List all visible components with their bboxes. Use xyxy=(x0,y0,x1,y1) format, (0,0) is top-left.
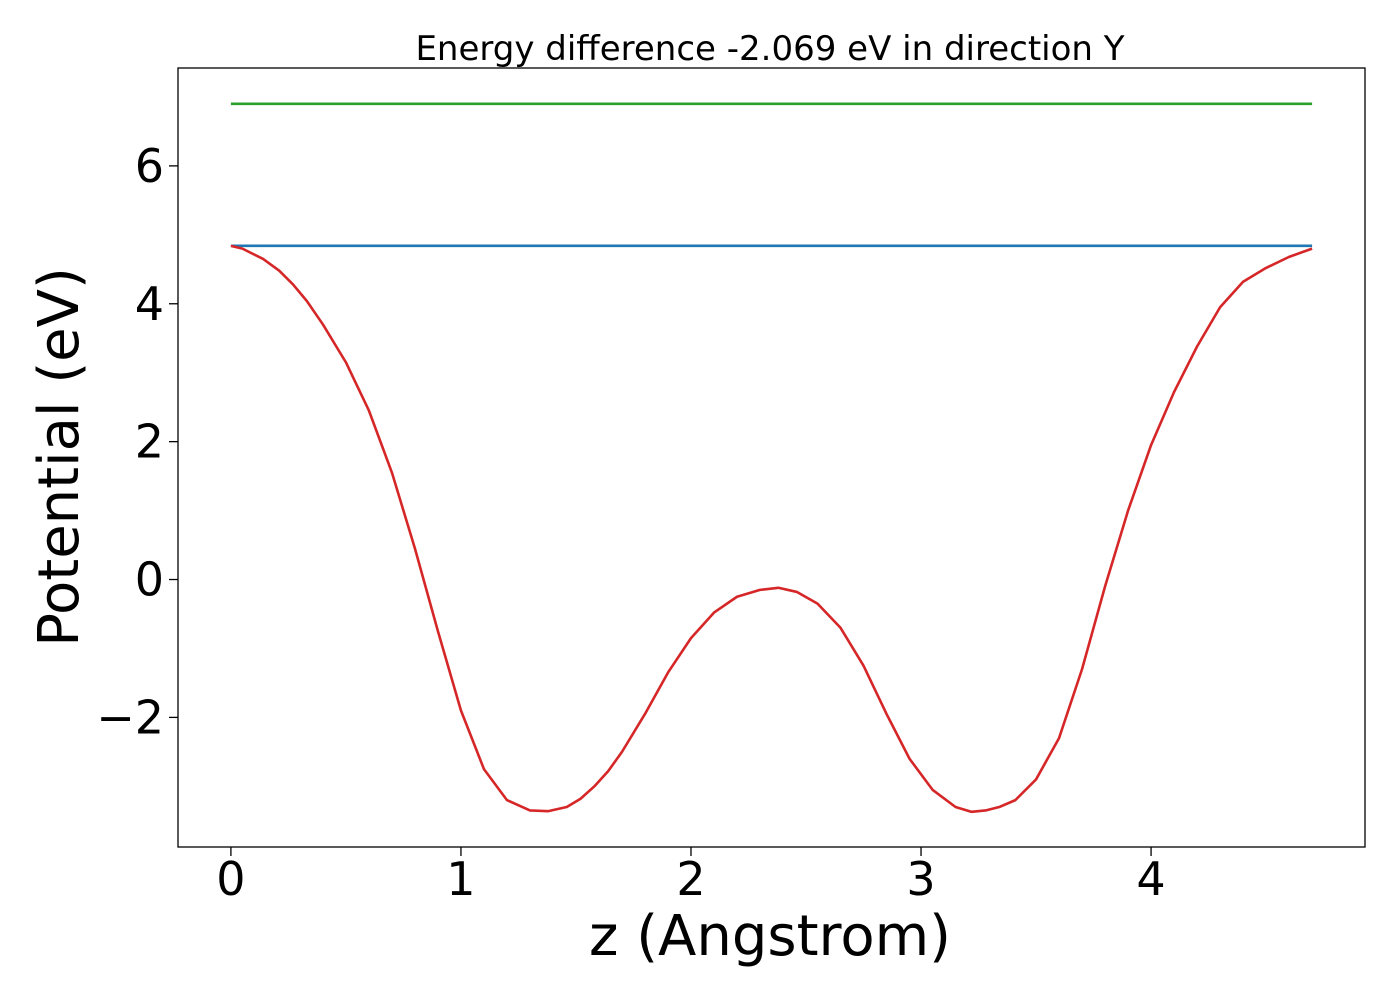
y-axis-label: Potential (eV) xyxy=(27,267,92,647)
x-tick-label: 3 xyxy=(906,852,935,906)
y-tick-label: 0 xyxy=(135,553,164,607)
plot-area xyxy=(230,102,1313,814)
y-tick-label: 4 xyxy=(135,277,164,331)
y-axis: −2 0 2 4 6 xyxy=(96,139,178,744)
x-tick-label: 2 xyxy=(676,852,705,906)
y-tick-label: −2 xyxy=(96,690,164,744)
x-tick-label: 1 xyxy=(446,852,475,906)
x-tick-label: 4 xyxy=(1136,852,1165,906)
x-axis: 0 1 2 3 4 xyxy=(216,847,1166,906)
series-line-3 xyxy=(230,244,1313,814)
x-tick-label: 0 xyxy=(216,852,245,906)
y-tick-label: 2 xyxy=(135,415,164,469)
y-tick-label: 6 xyxy=(135,139,164,193)
chart-title: Energy difference -2.069 eV in direction… xyxy=(415,29,1124,69)
x-axis-label: z (Angstrom) xyxy=(589,904,951,969)
axes-frame xyxy=(177,67,1366,848)
